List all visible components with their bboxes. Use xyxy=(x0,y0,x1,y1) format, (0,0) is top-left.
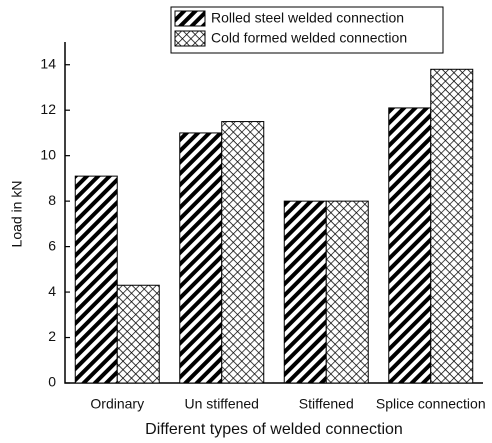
y-tick-label: 8 xyxy=(48,192,56,208)
bar xyxy=(430,68,474,384)
legend-label: Rolled steel welded connection xyxy=(211,10,404,26)
bar xyxy=(388,107,432,384)
x-tick-label: Splice connection xyxy=(376,396,486,412)
legend-box xyxy=(170,6,444,54)
y-tick-label: 10 xyxy=(40,146,56,162)
y-tick-label: 2 xyxy=(48,328,56,344)
y-tick-label: 12 xyxy=(40,101,56,117)
legend-swatch xyxy=(174,10,206,27)
bar xyxy=(116,284,160,384)
bar xyxy=(74,175,118,384)
legend-swatch xyxy=(174,30,206,47)
y-tick-label: 0 xyxy=(48,374,56,390)
x-axis-label: Different types of welded connection xyxy=(145,421,403,438)
legend-label: Cold formed welded connection xyxy=(211,30,407,46)
bar xyxy=(221,121,265,384)
y-tick-label: 6 xyxy=(48,237,56,253)
y-tick-label: 14 xyxy=(40,55,56,71)
bar xyxy=(325,200,369,384)
x-tick-label: Un stiffened xyxy=(185,396,259,412)
y-axis-label: Load in kN xyxy=(9,181,25,248)
bar xyxy=(179,132,223,384)
x-tick-label: Ordinary xyxy=(90,396,144,412)
bar xyxy=(283,200,327,384)
y-tick-label: 4 xyxy=(48,283,56,299)
x-tick-label: Stiffened xyxy=(299,396,354,412)
